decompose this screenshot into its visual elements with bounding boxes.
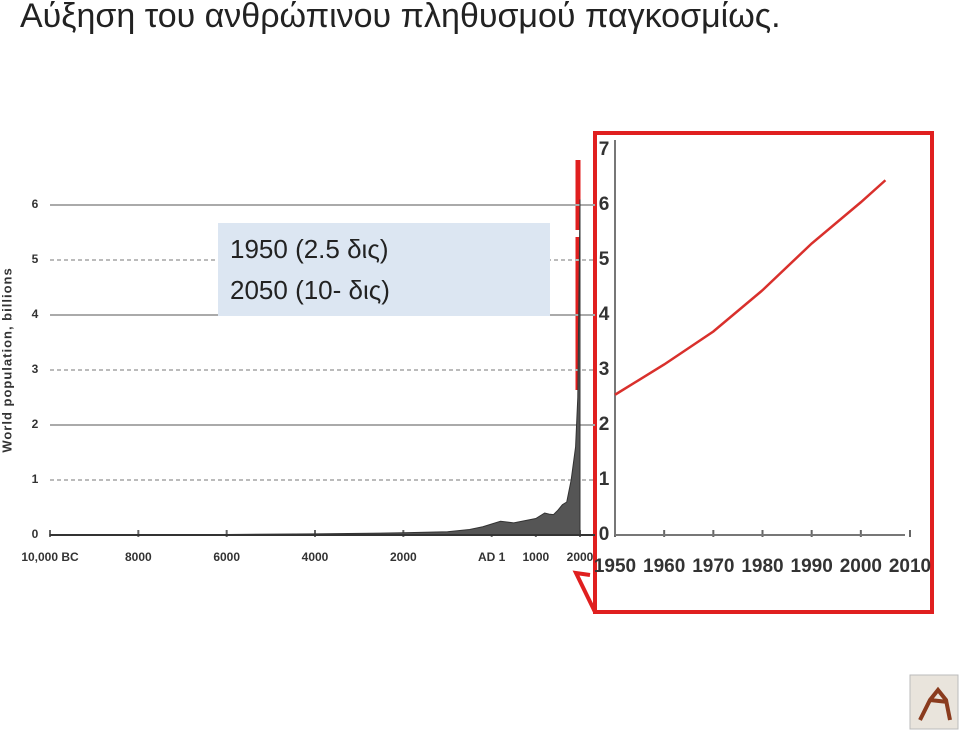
y-tick-label: 5 xyxy=(32,252,39,266)
x-tick-label: 2000 xyxy=(567,550,594,564)
y-tick-label: 2 xyxy=(599,414,610,435)
callout-text: 2050 (10- δις) xyxy=(230,275,390,305)
x-tick-label: 4000 xyxy=(302,550,329,564)
line xyxy=(614,179,887,396)
charts: 0 1 2 3 4 5 6 10,000 BC 8000 6000 4000 2000 AD 1 1000… xyxy=(0,139,931,577)
y-tick-label: 6 xyxy=(32,197,39,211)
y-tick-label: 7 xyxy=(599,139,610,160)
x-tick-label: 1980 xyxy=(741,556,783,577)
highlight-box xyxy=(593,131,934,614)
x-tick-label: 10,000 BC xyxy=(21,550,79,564)
slide-title: Αύξηση του ανθρώπινου πληθυσμού παγκοσμί… xyxy=(20,0,781,35)
y-tick-label: 4 xyxy=(32,307,39,321)
callout-text: 1950 (2.5 δις) xyxy=(230,234,389,264)
x-tick-label: 1950 xyxy=(594,556,636,577)
x-tick-label: 1970 xyxy=(692,556,734,577)
y-tick-label: 0 xyxy=(599,524,610,545)
x-tick-label: AD 1 xyxy=(478,550,506,564)
y-tick-label: 0 xyxy=(32,527,39,541)
x-tick-label: 2010 xyxy=(889,556,931,577)
y-tick-label: 5 xyxy=(599,249,610,270)
y-tick-label: 3 xyxy=(32,362,39,376)
area xyxy=(49,199,581,536)
connector xyxy=(572,570,597,613)
y-tick-label: 1 xyxy=(599,469,610,490)
y-tick-label: 2 xyxy=(32,417,39,431)
y-tick-label: 6 xyxy=(599,194,610,215)
x-tick-label: 2000 xyxy=(390,550,417,564)
y-axis-label: World population, billions xyxy=(0,267,14,452)
callout-box xyxy=(218,223,550,316)
y-tick-label: 1 xyxy=(32,472,39,486)
x-tick-label: 1960 xyxy=(643,556,685,577)
y-tick-label: 4 xyxy=(599,304,610,325)
x-tick-label: 2000 xyxy=(840,556,882,577)
x-tick-label: 8000 xyxy=(125,550,152,564)
y-tick-label: 3 xyxy=(599,359,610,380)
x-tick-label: 6000 xyxy=(213,550,240,564)
logo-figure xyxy=(918,686,952,721)
x-tick-label: 1000 xyxy=(522,550,549,564)
callout: 1950 (2.5 δις) 2050 (10- δις) xyxy=(218,223,550,316)
x-tick-label: 1990 xyxy=(791,556,833,577)
